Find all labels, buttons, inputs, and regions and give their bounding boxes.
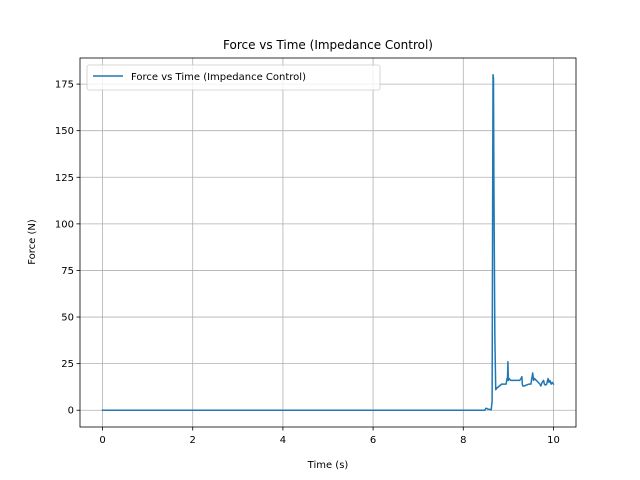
x-tick-label: 6 xyxy=(370,435,376,446)
x-axis-label: Time (s) xyxy=(307,460,349,471)
y-tick-label: 150 xyxy=(55,126,74,137)
plot-area xyxy=(101,74,555,411)
y-tick-label: 125 xyxy=(55,173,74,184)
chart-title: Force vs Time (Impedance Control) xyxy=(223,38,433,52)
x-tick-label: 0 xyxy=(99,435,105,446)
axes-frame xyxy=(79,57,577,428)
y-tick-label: 50 xyxy=(61,313,74,324)
x-tick-label: 4 xyxy=(280,435,286,446)
y-tick-label: 25 xyxy=(61,359,74,370)
x-tick-label: 10 xyxy=(547,435,560,446)
y-axis-label: Force (N) xyxy=(27,219,38,265)
y-tick-label: 0 xyxy=(68,406,74,417)
legend-box xyxy=(86,64,381,91)
legend-label: Force vs Time (Impedance Control) xyxy=(131,72,306,83)
y-tick-label: 75 xyxy=(61,266,74,277)
x-tick-label: 2 xyxy=(190,435,196,446)
force-series-line xyxy=(101,74,555,411)
legend: Force vs Time (Impedance Control) xyxy=(86,64,381,91)
series-layer xyxy=(101,74,555,411)
x-tick-label: 8 xyxy=(460,435,466,446)
y-tick-label: 100 xyxy=(55,219,74,230)
y-tick-label: 175 xyxy=(55,80,74,91)
